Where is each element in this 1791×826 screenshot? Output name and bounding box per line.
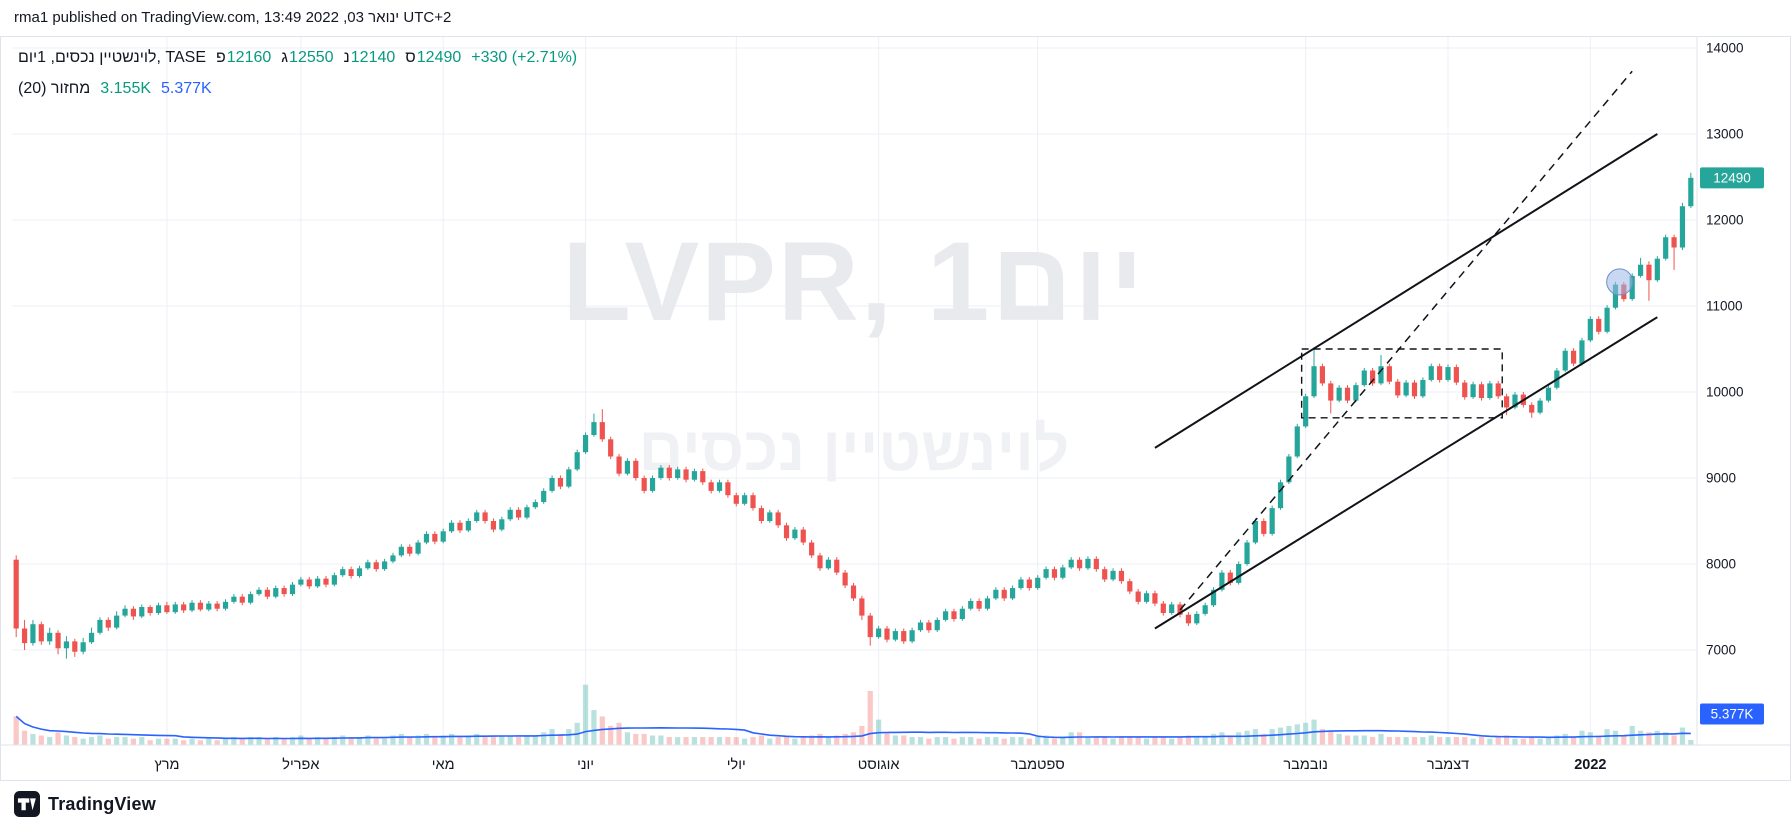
channel-upper-trendline[interactable]	[1154, 133, 1658, 449]
time-axis-label: ספטמבר	[1011, 757, 1065, 773]
publish-info-text: rma1 published on TradingView.com, 13:49…	[14, 9, 452, 26]
svg-text:LVPR, 1יום: LVPR, 1יום	[562, 219, 1145, 344]
time-axis-label: יולי	[727, 756, 746, 773]
high-label: ג	[281, 49, 289, 66]
price-chart-canvas[interactable]: LVPR, 1יום לוינשטיין נכסים 14000 13000 12000…	[0, 36, 1791, 781]
chart-border	[0, 36, 1791, 781]
tradingview-logo-icon	[14, 791, 40, 817]
price-axis-label: 11000	[1706, 299, 1743, 314]
svg-text:12490: 12490	[1713, 170, 1751, 185]
price-axis[interactable]: 14000 13000 12000 11000 10000 9000 8000 7000 124…	[1696, 36, 1791, 781]
volume-ma-value: 5.377K	[161, 80, 212, 97]
volume-ma-line	[15, 715, 1691, 740]
time-axis-label: 2022	[1574, 757, 1606, 773]
volume-value: 3.155K	[100, 80, 152, 97]
price-axis-label: 14000	[1706, 41, 1744, 56]
time-axis[interactable]: מרץ אפריל מאי יוני יולי אוגוסט ספטמבר נובמבר דצמ…	[0, 744, 1791, 773]
channel-lower-trendline[interactable]	[1154, 316, 1658, 630]
close-label: ס	[405, 49, 416, 66]
volume-legend-row: (מחזור (20 3.155K 5.377K	[18, 80, 577, 98]
tradingview-wordmark: TradingView	[48, 793, 156, 814]
open-label: פ	[216, 49, 226, 66]
volume-indicator-label[interactable]: (מחזור (20	[18, 80, 91, 97]
time-axis-label: אפריל	[282, 756, 319, 773]
last-price-badge: 12490	[1700, 167, 1764, 189]
ohlc-high: ג 12550	[281, 49, 333, 67]
dashed-trendline[interactable]	[1179, 70, 1633, 611]
svg-text:לוינשטיין נכסים: לוינשטיין נכסים	[639, 415, 1070, 484]
dashed-consolidation-box[interactable]	[1300, 348, 1503, 419]
publish-header: rma1 published on TradingView.com, 13:49…	[14, 9, 451, 26]
high-value: 12550	[289, 49, 334, 66]
time-axis-label: אוגוסט	[858, 757, 900, 773]
volume-layer	[13, 684, 1694, 745]
svg-text:5.377K: 5.377K	[1711, 707, 1754, 722]
price-axis-label: 12000	[1706, 213, 1744, 228]
circle-marker[interactable]	[1606, 268, 1634, 296]
time-axis-label: מאי	[432, 757, 455, 773]
footer-brand[interactable]: TradingView	[14, 788, 156, 820]
close-value: 12490	[416, 49, 462, 66]
price-axis-label: 9000	[1706, 471, 1736, 486]
time-axis-label: נובמבר	[1283, 757, 1327, 773]
chart-container[interactable]: LVPR, 1יום לוינשטיין נכסים 14000 13000 12000…	[0, 36, 1791, 781]
ohlc-low: נ 12140	[344, 49, 396, 67]
low-label: נ	[343, 49, 350, 66]
time-axis-label: יוני	[577, 757, 594, 773]
drawings-layer[interactable]	[1154, 70, 1658, 630]
price-axis-label: 7000	[1706, 643, 1736, 658]
ohlc-open: פ 12160	[216, 49, 271, 67]
price-axis-label: 8000	[1706, 557, 1736, 572]
volume-ma-badge: 5.377K	[1700, 703, 1764, 725]
time-axis-label: דצמבר	[1427, 757, 1469, 773]
time-axis-label: מרץ	[154, 757, 179, 773]
symbol-watermark: LVPR, 1יום לוינשטיין נכסים	[562, 219, 1145, 484]
chart-legend: לוינשטיין נכסים, 1יום, TASE פ 12160 ג 1255…	[18, 49, 577, 98]
price-axis-label: 13000	[1706, 127, 1744, 142]
price-axis-label: 10000	[1706, 385, 1744, 400]
open-value: 12160	[226, 49, 272, 66]
symbol-title[interactable]: לוינשטיין נכסים, 1יום, TASE	[18, 49, 207, 66]
change-value: +330 (+2.71%)	[471, 49, 578, 66]
low-value: 12140	[350, 49, 396, 66]
ohlc-close: ס 12490	[405, 49, 461, 67]
symbol-legend-row: לוינשטיין נכסים, 1יום, TASE פ 12160 ג 1255…	[18, 49, 577, 67]
grid-layer	[12, 36, 1697, 745]
